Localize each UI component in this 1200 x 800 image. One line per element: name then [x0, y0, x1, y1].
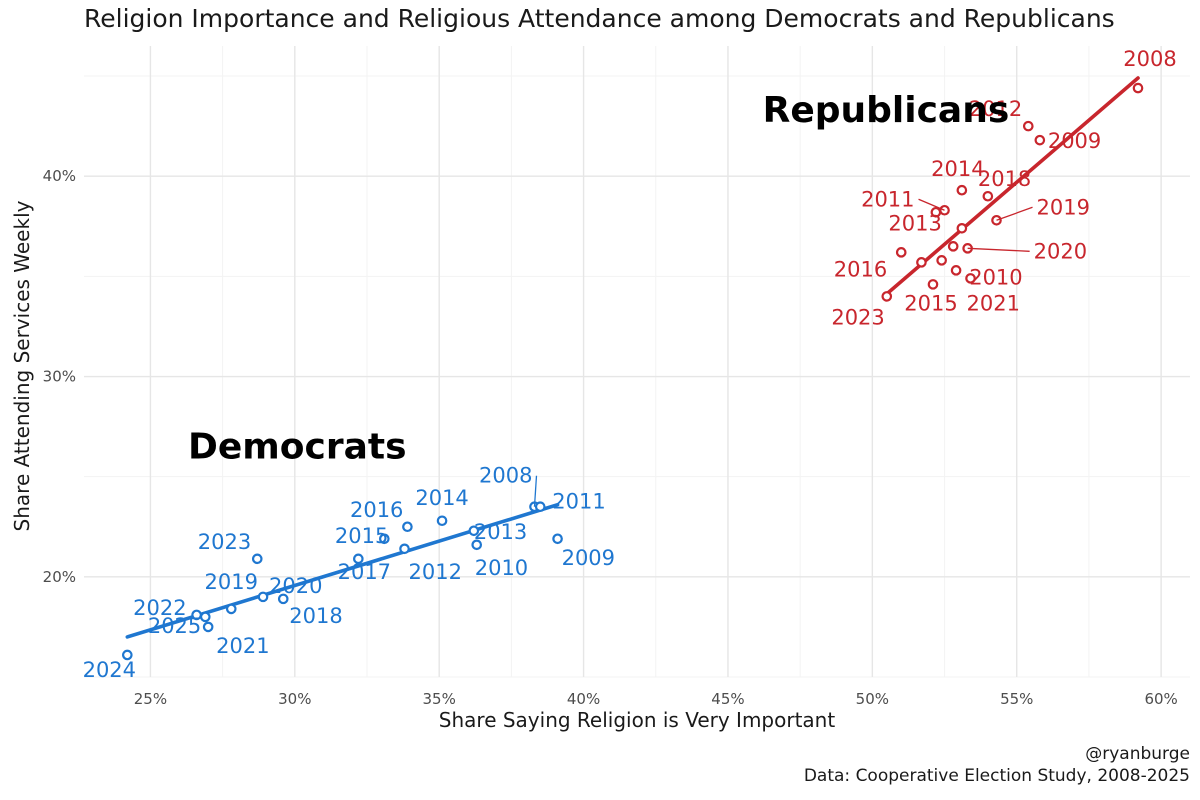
- point-label: 2019: [205, 570, 258, 594]
- point-label: 2016: [350, 498, 403, 522]
- series-label: Democrats: [188, 427, 407, 468]
- data-point: [402, 521, 413, 533]
- data-point: [1132, 82, 1144, 94]
- trend-line: [882, 76, 1140, 299]
- label-leader: [996, 206, 1033, 221]
- y-axis-label: Share Attending Services Weekly: [10, 200, 34, 532]
- point-label: 2022: [133, 596, 186, 620]
- point-label: 2015: [904, 291, 957, 315]
- data-point: [956, 184, 968, 196]
- data-point: [927, 279, 939, 290]
- point-label: 2011: [861, 187, 914, 211]
- point-label: 2018: [289, 604, 342, 628]
- label-leader: [967, 247, 1030, 252]
- data-point: [947, 241, 959, 252]
- data-point: [471, 539, 483, 551]
- point-label: 2016: [834, 257, 887, 281]
- point-label: 2008: [479, 464, 532, 488]
- y-tick-label: 40%: [43, 167, 76, 185]
- data-point: [468, 525, 480, 537]
- point-label: 2013: [888, 211, 941, 235]
- point-label: 2009: [562, 546, 615, 570]
- data-point: [936, 255, 947, 266]
- data-point: [956, 222, 968, 234]
- x-axis-label: Share Saying Religion is Very Important: [438, 708, 836, 732]
- point-label: 2013: [474, 520, 527, 544]
- point-label: 2020: [1034, 239, 1087, 263]
- data-point: [965, 273, 976, 284]
- data-point: [277, 593, 289, 605]
- point-label: 2017: [338, 560, 391, 584]
- data-point: [982, 190, 994, 202]
- label-leader: [533, 475, 538, 507]
- data-point: [379, 533, 390, 545]
- y-tick-label: 30%: [43, 368, 76, 386]
- data-point: [1022, 120, 1034, 132]
- point-label: 2014: [931, 157, 984, 181]
- data-point: [436, 515, 448, 527]
- data-point: [1034, 134, 1046, 146]
- point-label: 2019: [1037, 195, 1090, 219]
- point-label: 2014: [415, 486, 468, 510]
- point-label: 2009: [1048, 129, 1101, 153]
- label-leader: [918, 198, 945, 211]
- point-label: 2008: [1123, 47, 1176, 71]
- point-label: 2023: [198, 530, 251, 554]
- data-point: [552, 533, 563, 545]
- y-tick-label: 20%: [43, 568, 76, 586]
- x-tick-label: 60%: [1144, 690, 1177, 708]
- data-point: [930, 206, 942, 218]
- x-tick-label: 55%: [1000, 690, 1033, 708]
- x-tick-label: 35%: [423, 690, 456, 708]
- data-point: [225, 603, 237, 615]
- data-point: [257, 591, 269, 603]
- x-tick-label: 50%: [856, 690, 889, 708]
- point-label: 2012: [969, 97, 1022, 121]
- data-point: [534, 501, 546, 513]
- data-point: [251, 553, 263, 565]
- data-point: [353, 553, 364, 565]
- point-label: 2018: [978, 167, 1031, 191]
- point-label: 2010: [969, 265, 1022, 289]
- caption-handle: @ryanburge: [1085, 744, 1190, 764]
- series-label: Republicans: [763, 90, 1010, 131]
- point-label: 2021: [216, 634, 269, 658]
- point-label: 2012: [409, 560, 462, 584]
- point-label: 2011: [552, 490, 605, 514]
- chart-title: Religion Importance and Religious Attend…: [84, 4, 1115, 33]
- data-point: [122, 649, 133, 661]
- x-tick-label: 40%: [567, 690, 600, 708]
- point-label: 2023: [831, 305, 884, 329]
- data-point: [895, 247, 907, 258]
- caption-source: Data: Cooperative Election Study, 2008-2…: [803, 766, 1190, 786]
- data-point: [916, 257, 927, 268]
- point-label: 2020: [269, 574, 322, 598]
- point-label: 2021: [967, 291, 1020, 315]
- point-label: 2024: [83, 658, 136, 682]
- x-tick-label: 25%: [134, 690, 167, 708]
- x-tick-label: 45%: [711, 690, 744, 708]
- data-point: [202, 621, 214, 633]
- data-point: [881, 291, 893, 302]
- point-label: 2015: [335, 524, 388, 548]
- point-label: 2025: [148, 614, 201, 638]
- data-point: [950, 265, 962, 276]
- point-label: 2010: [475, 556, 528, 580]
- data-point: [199, 611, 211, 623]
- x-tick-label: 30%: [278, 690, 311, 708]
- data-point: [399, 543, 410, 555]
